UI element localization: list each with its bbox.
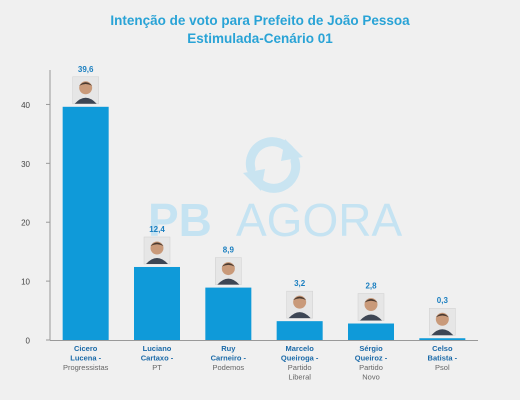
y-tick-label: 0 [26,337,31,346]
photo-shoulders [288,312,311,319]
candidate-name-label: Cartaxo - [141,354,174,363]
value-label: 0,3 [437,296,449,305]
photo-face [150,241,164,255]
party-label: Psol [435,363,450,372]
candidate-name-label: Celso [432,344,453,353]
candidate-photo-ruy-carneiro [215,257,242,285]
party-label: Partido [288,363,312,372]
photo-hair [221,263,235,267]
candidate-name-label: Sérgio [359,344,383,353]
value-label: 3,2 [294,279,306,288]
bar [134,266,180,340]
photo-shoulders [217,278,240,285]
value-label: 8,9 [223,246,235,255]
bar [348,323,394,340]
photo-hair [150,242,164,246]
candidate-name-label: Batista - [428,354,458,363]
party-label: Partido [359,363,383,372]
refresh-arrowhead-lower [243,169,265,191]
bars [62,76,466,340]
photo-shoulders [431,329,454,336]
refresh-arrowhead-upper [281,139,303,161]
candidate-photo-celso-batista [429,307,456,336]
y-tick-label: 30 [21,160,30,169]
bar [276,321,323,340]
party-label: PT [152,363,162,372]
candidate-photo-cicero-lucena [72,76,99,105]
y-tick-label: 20 [21,219,30,228]
photo-hair [79,82,93,86]
candidate-name-label: Queiroga - [281,354,319,363]
photo-hair [435,313,449,318]
chart-subtitle: Estimulada-Cenário 01 [187,31,333,46]
axes: 0 10 20 30 40 [21,70,478,346]
candidate-name-label: Luciano [143,344,172,353]
chart-title: Intenção de voto para Prefeito de João P… [110,13,410,28]
candidate-name-label: Lucena - [70,354,101,363]
party-label: Novo [362,373,380,382]
photo-hair [364,299,378,303]
photo-face [364,298,378,312]
candidate-name-label: Cicero [74,344,98,353]
photo-face [79,81,93,95]
bar [419,338,466,340]
photo-face [221,262,235,276]
y-tick-label: 10 [21,278,30,287]
value-label: 2,8 [365,282,377,291]
candidate-name-label: Ruy [221,344,236,353]
photo-shoulders [146,257,168,264]
photo-face [293,295,307,309]
candidate-name-label: Marcelo [285,344,314,353]
candidate-photo-luciano-cartaxo [143,236,171,265]
candidate-name-label: Carneiro - [211,354,247,363]
photo-shoulders [74,97,97,104]
bar [62,106,109,340]
watermark: PB AGORA [148,137,402,246]
bar [205,287,252,340]
photo-hair [293,296,307,301]
photo-shoulders [360,314,382,321]
party-label: Liberal [288,373,311,382]
value-label: 12,4 [149,225,165,234]
value-label: 39,6 [78,65,94,74]
candidate-name-label: Queiroz - [355,354,388,363]
party-label: Progressistas [63,363,109,372]
refresh-arrows-icon [243,137,303,193]
watermark-brand-agora: AGORA [236,194,402,246]
party-label: Podemos [212,363,244,372]
y-tick-label: 40 [21,101,30,110]
photo-face [435,312,449,326]
candidate-photo-sergio-queiroz [357,293,385,321]
candidate-photo-marcelo-queiroga [286,290,313,319]
